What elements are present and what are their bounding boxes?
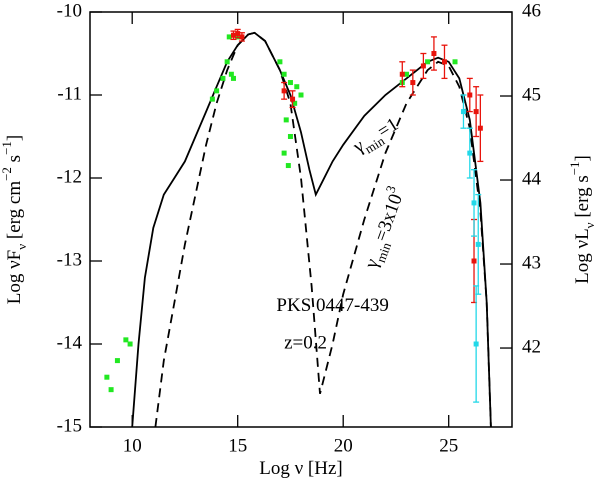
y2-axis-label-part: ν xyxy=(582,222,597,228)
y-tick-label: -11 xyxy=(57,83,82,104)
data-point xyxy=(292,100,298,106)
model-curve xyxy=(154,31,492,427)
data-point xyxy=(230,32,236,38)
y-tick-label: -13 xyxy=(57,249,82,270)
data-point xyxy=(452,59,458,65)
y2-tick-label: 43 xyxy=(522,252,541,273)
y2-axis-label-part: ] xyxy=(572,155,593,161)
y-axis-label-part: Log νF xyxy=(4,250,25,305)
y-axis-label-part: −1 xyxy=(0,141,14,155)
data-point xyxy=(420,63,426,69)
data-point xyxy=(287,134,293,139)
redshift-label: z=0.2 xyxy=(284,332,327,353)
data-point xyxy=(214,88,220,94)
data-point xyxy=(220,75,226,81)
data-point xyxy=(235,31,241,37)
data-point xyxy=(114,358,120,364)
plot-frame xyxy=(89,11,513,428)
data-point xyxy=(123,337,129,343)
curve-label-part: min xyxy=(373,240,394,265)
curve-label-part: 3 xyxy=(383,184,399,195)
curve-label: γmin=1 xyxy=(349,114,405,162)
x-axis-label: Log ν [Hz] xyxy=(259,458,343,479)
data-point xyxy=(104,374,110,380)
x-tick-label: 10 xyxy=(123,435,142,456)
data-point xyxy=(108,387,114,393)
data-point xyxy=(290,96,296,102)
data-point xyxy=(460,109,466,115)
y2-tick-label: 44 xyxy=(522,168,542,189)
y-axis-label-part: s xyxy=(4,155,25,167)
y-axis-label-part: [erg cm xyxy=(4,181,25,244)
data-point xyxy=(239,34,245,40)
data-point xyxy=(467,92,473,98)
data-point xyxy=(283,117,289,123)
data-point xyxy=(473,109,479,115)
data-point xyxy=(298,92,304,98)
data-point xyxy=(226,34,232,40)
x-axis-label-part: Log ν [Hz] xyxy=(259,458,343,479)
x-tick-label: 15 xyxy=(228,435,247,456)
data-point xyxy=(281,88,287,94)
data-point xyxy=(287,80,293,86)
data-point xyxy=(230,75,236,81)
data-point xyxy=(471,258,477,264)
y2-axis-label-part: −1 xyxy=(567,161,582,175)
y-axis-label-part: ] xyxy=(4,135,25,141)
data-point xyxy=(127,341,133,347)
y2-axis-label-part: [erg s xyxy=(572,175,593,222)
data-point xyxy=(294,84,300,90)
y-tick-label: -14 xyxy=(57,332,83,353)
data-point xyxy=(281,71,287,77)
x-tick-label: 25 xyxy=(439,435,458,456)
x-tick-label: 20 xyxy=(334,435,353,456)
y-tick-label: -15 xyxy=(57,415,82,436)
data-point xyxy=(475,241,481,247)
data-point xyxy=(277,59,283,65)
data-point xyxy=(477,125,483,131)
data-point xyxy=(473,341,479,347)
y-axis-label: Log νFν [erg cm−2 s−1] xyxy=(0,135,29,305)
data-point xyxy=(431,51,437,56)
y-tick-label: -12 xyxy=(57,166,82,187)
data-point xyxy=(399,71,405,77)
y-axis-label-part: −2 xyxy=(0,167,14,181)
data-point xyxy=(425,59,431,65)
curve-label-part: =3x10 xyxy=(371,191,407,244)
y2-tick-label: 45 xyxy=(522,84,541,105)
y2-axis-label-part: Log νL xyxy=(572,228,593,284)
y2-axis-label: Log νLν [erg s−1] xyxy=(567,155,597,284)
data-point xyxy=(410,80,416,86)
y2-tick-label: 46 xyxy=(522,0,541,21)
data-point xyxy=(209,96,215,102)
source-label: PKS 0447-439 xyxy=(276,295,388,316)
data-point xyxy=(224,59,230,65)
data-point xyxy=(404,71,409,77)
curve-label: γmin=3x103 xyxy=(356,184,413,274)
data-point xyxy=(228,71,234,77)
y-axis-label-part: ν xyxy=(14,244,29,250)
y2-tick-label: 42 xyxy=(522,336,541,357)
data-point xyxy=(285,163,291,169)
data-point xyxy=(471,200,477,206)
data-point xyxy=(441,59,447,65)
y-tick-label: -10 xyxy=(57,0,82,21)
data-point xyxy=(281,150,287,156)
data-point xyxy=(467,150,473,156)
model-curve xyxy=(131,31,492,427)
